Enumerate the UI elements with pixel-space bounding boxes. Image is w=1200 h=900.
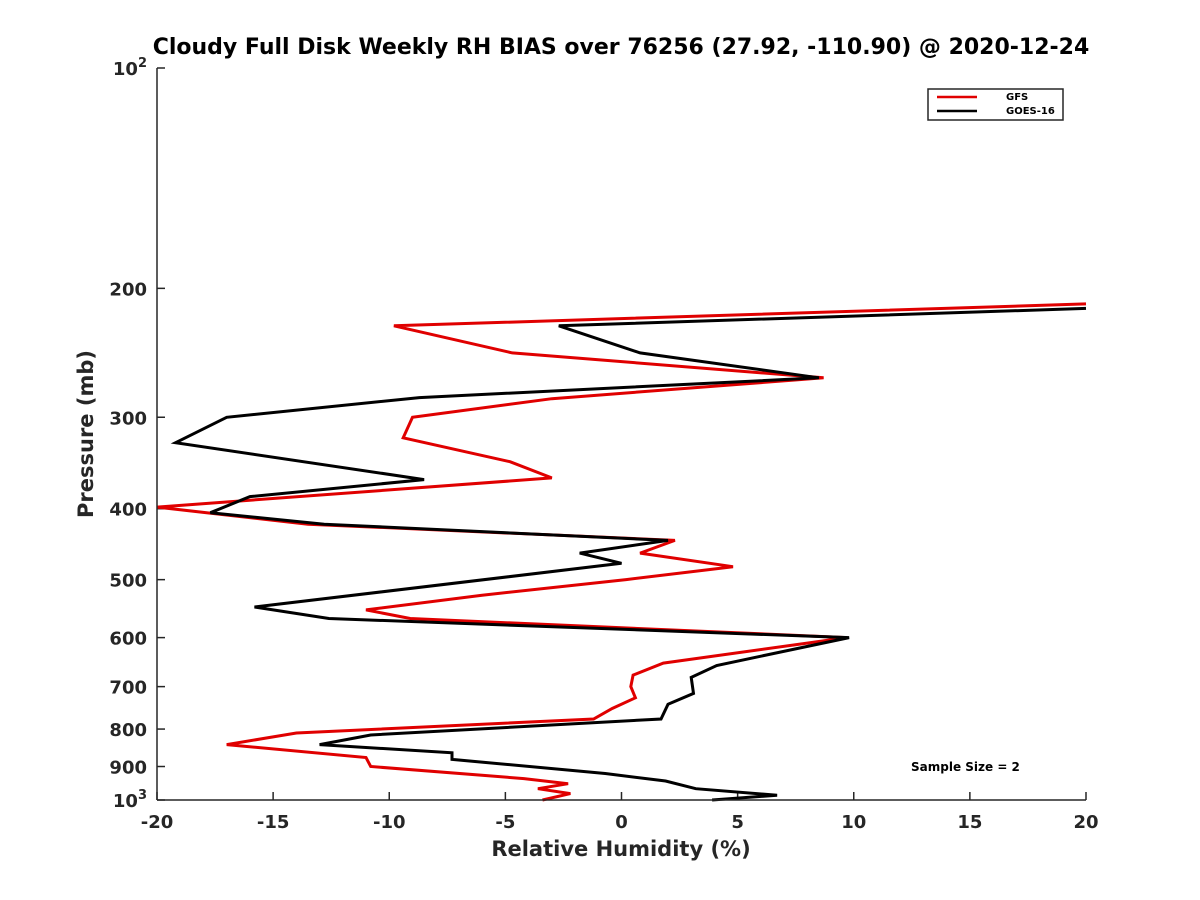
x-tick-label: 10	[841, 812, 866, 833]
y-tick-label-power: 103	[113, 788, 147, 812]
x-tick-label: -15	[257, 812, 290, 833]
y-axis-label: Pressure (mb)	[74, 350, 98, 518]
y-tick-label: 900	[109, 758, 147, 779]
x-tick-label: -5	[495, 812, 515, 833]
y-tick-label-power: 102	[113, 56, 147, 80]
x-tick-label: -20	[141, 812, 174, 833]
x-tick-label: 15	[957, 812, 982, 833]
y-tick-label: 300	[109, 408, 147, 429]
series-line-goes16	[170, 306, 1087, 802]
y-tick-label: 700	[109, 678, 147, 699]
x-tick-label: 20	[1073, 812, 1098, 833]
legend-label-goes16: GOES-16	[1006, 106, 1055, 117]
x-tick-label: 0	[615, 812, 628, 833]
series-line-gfs	[156, 302, 1087, 802]
y-tick-label: 600	[109, 629, 147, 650]
x-tick-label: -10	[373, 812, 406, 833]
y-tick-label: 800	[109, 720, 147, 741]
y-tick-label: 200	[109, 279, 147, 300]
sample-size-annotation: Sample Size = 2	[911, 760, 1020, 774]
chart-title: Cloudy Full Disk Weekly RH BIAS over 762…	[153, 35, 1090, 60]
legend: GFS GOES-16	[927, 88, 1064, 121]
x-tick-label: 5	[731, 812, 744, 833]
series-group	[156, 302, 1087, 802]
y-tick-label: 500	[109, 571, 147, 592]
x-axis-label: Relative Humidity (%)	[491, 837, 750, 861]
legend-label-gfs: GFS	[1006, 92, 1028, 103]
axes: -20 -15 -10 -5 0 5 10 15 20 200 300 400 500 600 700 800…	[109, 56, 1098, 833]
legend-box	[927, 88, 1064, 121]
y-tick-label: 400	[109, 500, 147, 521]
